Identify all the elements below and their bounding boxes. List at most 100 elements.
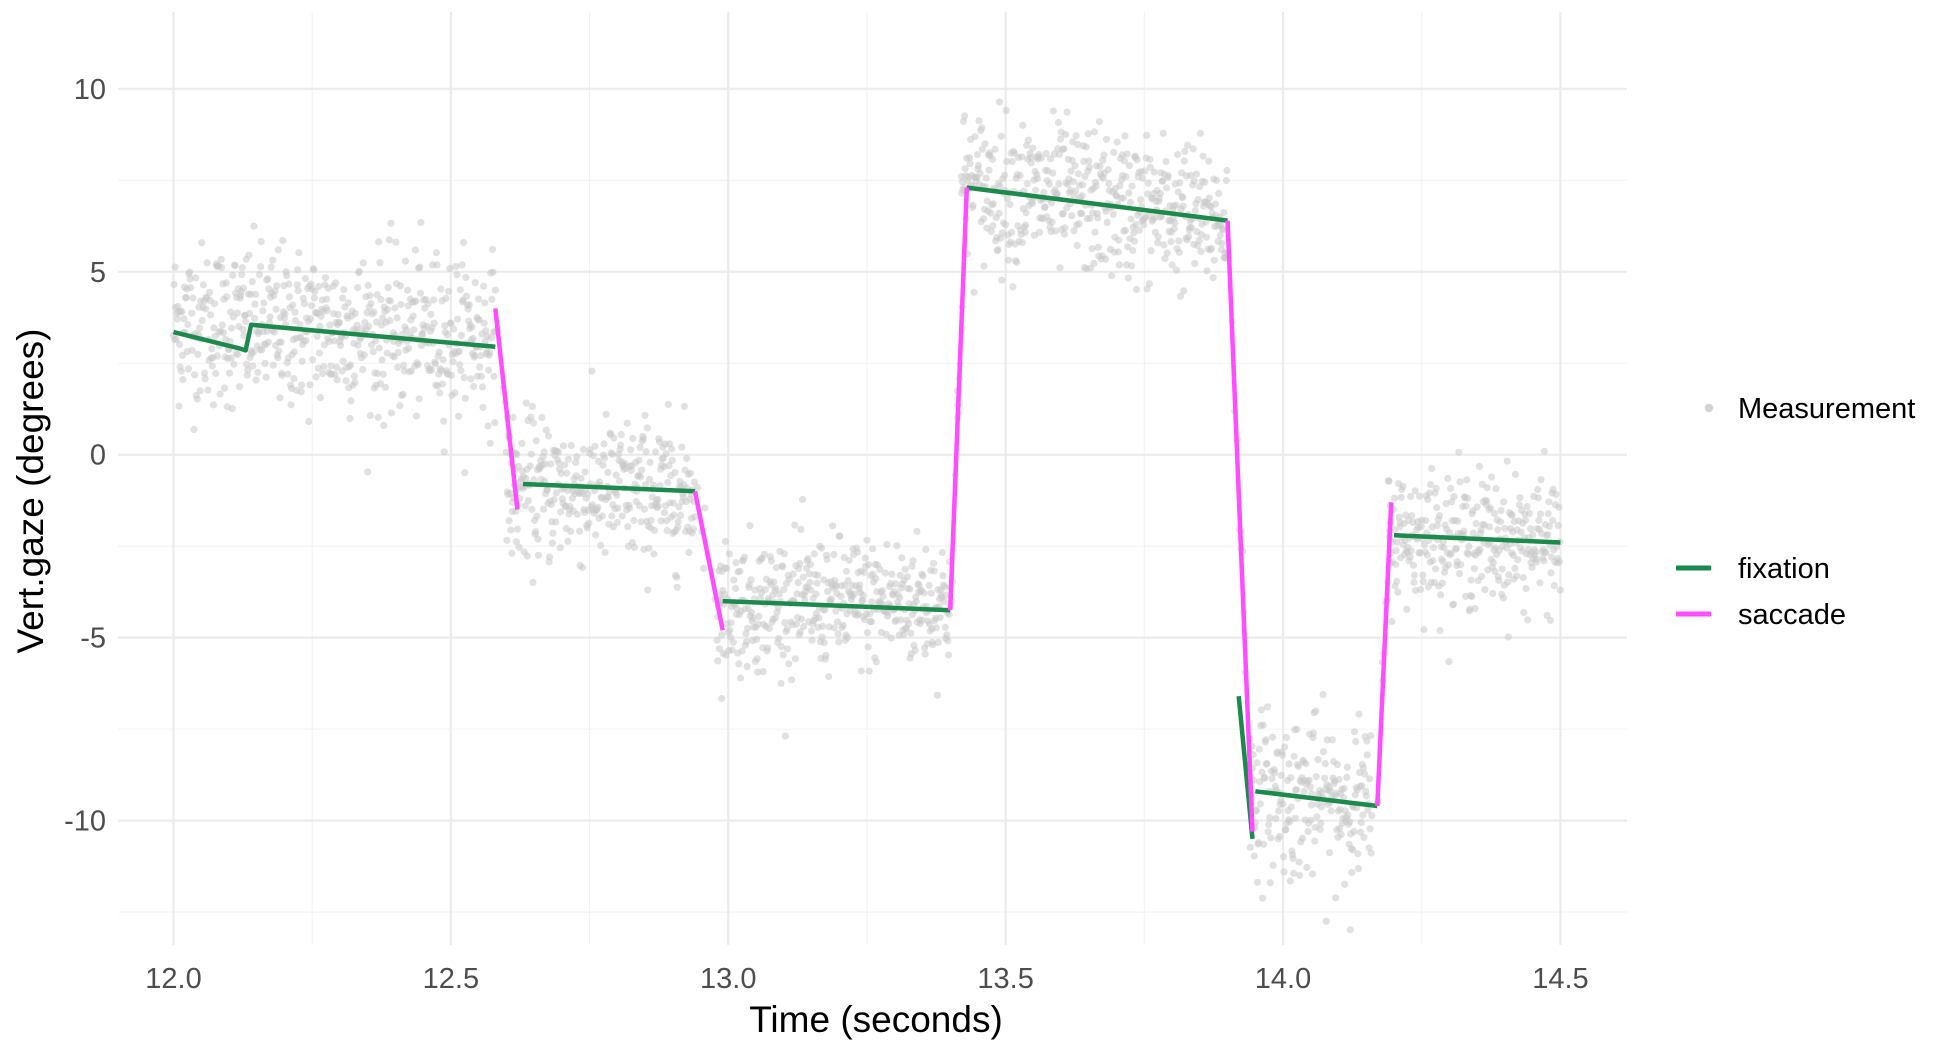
saccade-line bbox=[947, 187, 970, 611]
measurement-point bbox=[529, 419, 538, 427]
measurement-point bbox=[1125, 162, 1133, 170]
y-tick-label: -10 bbox=[64, 806, 106, 838]
measurement-point bbox=[1545, 522, 1553, 530]
measurement-point bbox=[911, 646, 919, 655]
measurement-point bbox=[1508, 511, 1516, 519]
measurement-point bbox=[376, 259, 384, 267]
measurement-point bbox=[302, 337, 310, 345]
measurement-point bbox=[285, 280, 293, 288]
measurement-point bbox=[203, 259, 211, 267]
measurement-point bbox=[216, 390, 224, 398]
measurement-point bbox=[980, 262, 988, 270]
measurement-point bbox=[600, 454, 609, 462]
measurement-point bbox=[437, 367, 445, 375]
measurement-point bbox=[193, 395, 201, 403]
measurement-point bbox=[323, 307, 331, 315]
measurement-point bbox=[794, 579, 802, 587]
measurement-point bbox=[316, 322, 324, 330]
measurement-point bbox=[1068, 212, 1076, 220]
measurement-point bbox=[228, 405, 236, 413]
measurement-point bbox=[718, 694, 726, 703]
measurement-point bbox=[552, 518, 560, 526]
measurement-point bbox=[552, 489, 560, 497]
measurement-point bbox=[987, 209, 995, 217]
measurement-point bbox=[918, 616, 927, 624]
measurement-point bbox=[1410, 571, 1419, 579]
measurement-point bbox=[1393, 577, 1401, 585]
measurement-point bbox=[1408, 512, 1416, 520]
measurement-point bbox=[1439, 557, 1447, 565]
measurement-point bbox=[250, 314, 259, 322]
measurement-point bbox=[819, 622, 827, 630]
measurement-point bbox=[212, 369, 220, 377]
measurement-point bbox=[701, 504, 709, 512]
measurement-point bbox=[1504, 633, 1512, 641]
measurement-point bbox=[600, 440, 608, 448]
measurement-point bbox=[250, 222, 258, 230]
measurement-point bbox=[461, 394, 469, 402]
measurement-point bbox=[772, 564, 781, 572]
measurement-point bbox=[379, 370, 387, 378]
measurement-point bbox=[1160, 241, 1168, 249]
measurement-point bbox=[1115, 261, 1123, 269]
measurement-point bbox=[311, 287, 319, 295]
measurement-point bbox=[1504, 578, 1512, 586]
measurement-point bbox=[1085, 163, 1093, 171]
measurement-point bbox=[1047, 155, 1055, 163]
measurement-point bbox=[515, 462, 523, 470]
measurement-point bbox=[1055, 150, 1064, 159]
measurement-point bbox=[283, 272, 291, 280]
measurement-point bbox=[925, 581, 933, 590]
measurement-point bbox=[218, 321, 226, 329]
measurement-point bbox=[410, 326, 418, 334]
measurement-point bbox=[747, 576, 755, 584]
measurement-point bbox=[1175, 237, 1183, 245]
measurement-point bbox=[787, 676, 796, 684]
measurement-point bbox=[1278, 751, 1287, 759]
measurement-point bbox=[1121, 132, 1129, 140]
measurement-point bbox=[1187, 171, 1195, 179]
measurement-point bbox=[1088, 245, 1096, 253]
measurement-point bbox=[761, 585, 770, 594]
measurement-point bbox=[797, 615, 806, 623]
measurement-point bbox=[714, 657, 722, 665]
measurement-point bbox=[1060, 145, 1068, 153]
measurement-point bbox=[668, 456, 676, 464]
measurement-point bbox=[1179, 194, 1187, 202]
measurement-point bbox=[399, 390, 407, 398]
measurement-point bbox=[238, 264, 246, 272]
measurement-point bbox=[1363, 751, 1371, 759]
measurement-point bbox=[775, 590, 783, 598]
measurement-point bbox=[1084, 130, 1092, 138]
measurement-point bbox=[638, 466, 646, 474]
measurement-point bbox=[1078, 192, 1086, 200]
measurement-point bbox=[934, 638, 943, 647]
measurement-point bbox=[220, 384, 229, 392]
measurement-point bbox=[1501, 524, 1509, 533]
measurement-point bbox=[1393, 538, 1401, 546]
measurement-point bbox=[906, 585, 914, 593]
measurement-point bbox=[1462, 502, 1470, 510]
measurement-point bbox=[186, 268, 194, 276]
measurement-point bbox=[1263, 703, 1272, 711]
measurement-point bbox=[585, 519, 593, 527]
measurement-point bbox=[458, 261, 466, 269]
measurement-point bbox=[1394, 588, 1402, 596]
measurement-point bbox=[272, 305, 280, 313]
measurement-point bbox=[486, 349, 494, 357]
measurement-point bbox=[861, 554, 869, 562]
measurement-point bbox=[929, 641, 937, 649]
measurement-point bbox=[384, 284, 392, 292]
measurement-point bbox=[1444, 561, 1452, 569]
measurement-point bbox=[673, 583, 681, 591]
measurement-point bbox=[1366, 775, 1374, 783]
measurement-point bbox=[393, 314, 401, 322]
measurement-point bbox=[319, 369, 327, 378]
measurement-point bbox=[1536, 579, 1544, 587]
measurement-point bbox=[416, 289, 424, 297]
measurement-point bbox=[1150, 168, 1158, 176]
measurement-point bbox=[1312, 707, 1320, 715]
measurement-point bbox=[433, 261, 441, 269]
measurement-point bbox=[1406, 553, 1414, 561]
measurement-point bbox=[1268, 774, 1276, 783]
